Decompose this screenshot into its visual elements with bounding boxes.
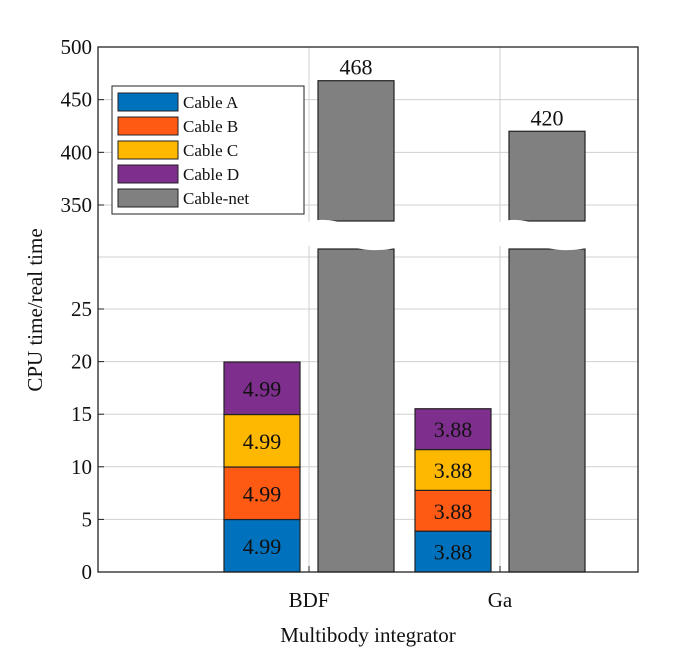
legend-swatch-Cable-C bbox=[117, 140, 179, 160]
bar-BDF-Cable-C bbox=[223, 413, 301, 468]
legend-label-Cable-D: Cable D bbox=[183, 165, 239, 184]
x-axis-label: Multibody integrator bbox=[280, 623, 456, 647]
bar-BDF-Cable-net-upper bbox=[317, 80, 395, 222]
bar-BDF-Cable-D bbox=[223, 361, 301, 416]
legend: Cable A Cable B Cable C Cable D Cable-net bbox=[111, 85, 305, 215]
data-label-BDF-Cable-net: 468 bbox=[340, 55, 373, 80]
bar-BDF-Cable-A bbox=[223, 518, 301, 573]
legend-label-Cable-C: Cable C bbox=[183, 141, 238, 160]
y-tick-label-upper-1: 400 bbox=[61, 140, 93, 164]
legend-swatch-Cable-D bbox=[117, 164, 179, 184]
y-tick-label-upper-2: 450 bbox=[61, 88, 93, 112]
legend-swatch-Cable-net bbox=[117, 188, 179, 208]
y-axis-ticks: 0 5 10 15 20 25 350 400 450 500 bbox=[61, 35, 104, 584]
legend-swatch-Cable-B bbox=[117, 116, 179, 136]
data-label-BDF-Cable-B: 4.99 bbox=[243, 481, 282, 506]
data-label-Ga-Cable-net: 420 bbox=[531, 105, 564, 130]
y-tick-label-lower-2: 10 bbox=[71, 455, 92, 479]
y-tick-label-lower-1: 5 bbox=[82, 507, 93, 531]
bar-BDF-Cable-net-lower bbox=[317, 248, 395, 573]
bar-Ga-Cable-net-lower bbox=[508, 248, 586, 573]
y-tick-label-upper-0: 350 bbox=[61, 193, 93, 217]
x-tick-label-1: Ga bbox=[488, 588, 513, 612]
x-tick-label-0: BDF bbox=[289, 588, 330, 612]
bar-Ga-Cable-C bbox=[414, 448, 492, 491]
axis-break-BDF bbox=[306, 219, 406, 251]
bars: 4.99 4.99 4.99 4.99 468 3.88 3.88 3.88 3.88 420 bbox=[223, 55, 597, 573]
data-label-Ga-Cable-D: 3.88 bbox=[434, 417, 473, 442]
data-label-BDF-Cable-C: 4.99 bbox=[243, 429, 282, 454]
data-label-BDF-Cable-D: 4.99 bbox=[243, 376, 282, 401]
legend-swatch-Cable-A bbox=[117, 92, 179, 112]
y-tick-label-lower-5: 25 bbox=[71, 297, 92, 321]
y-tick-label-lower-4: 20 bbox=[71, 350, 92, 374]
legend-label-Cable-net: Cable-net bbox=[183, 189, 249, 208]
x-axis-ticks: BDF Ga bbox=[289, 566, 513, 612]
data-label-BDF-Cable-A: 4.99 bbox=[243, 534, 282, 559]
y-tick-label-lower-3: 15 bbox=[71, 402, 92, 426]
data-label-Ga-Cable-C: 3.88 bbox=[434, 458, 473, 483]
legend-label-Cable-B: Cable B bbox=[183, 117, 238, 136]
legend-label-Cable-A: Cable A bbox=[183, 93, 239, 112]
axis-break-Ga bbox=[497, 219, 597, 251]
data-label-Ga-Cable-A: 3.88 bbox=[434, 540, 473, 565]
y-tick-label-lower-0: 0 bbox=[82, 560, 93, 584]
y-tick-label-upper-3: 500 bbox=[61, 35, 93, 59]
data-label-Ga-Cable-B: 3.88 bbox=[434, 499, 473, 524]
bar-Ga-Cable-B bbox=[414, 489, 492, 532]
y-axis-label: CPU time/real time bbox=[23, 228, 47, 391]
bar-Ga-Cable-net-upper bbox=[508, 130, 586, 222]
bar-BDF-Cable-B bbox=[223, 466, 301, 521]
plot-frame bbox=[97, 46, 639, 573]
bar-Ga-Cable-D bbox=[414, 408, 492, 451]
